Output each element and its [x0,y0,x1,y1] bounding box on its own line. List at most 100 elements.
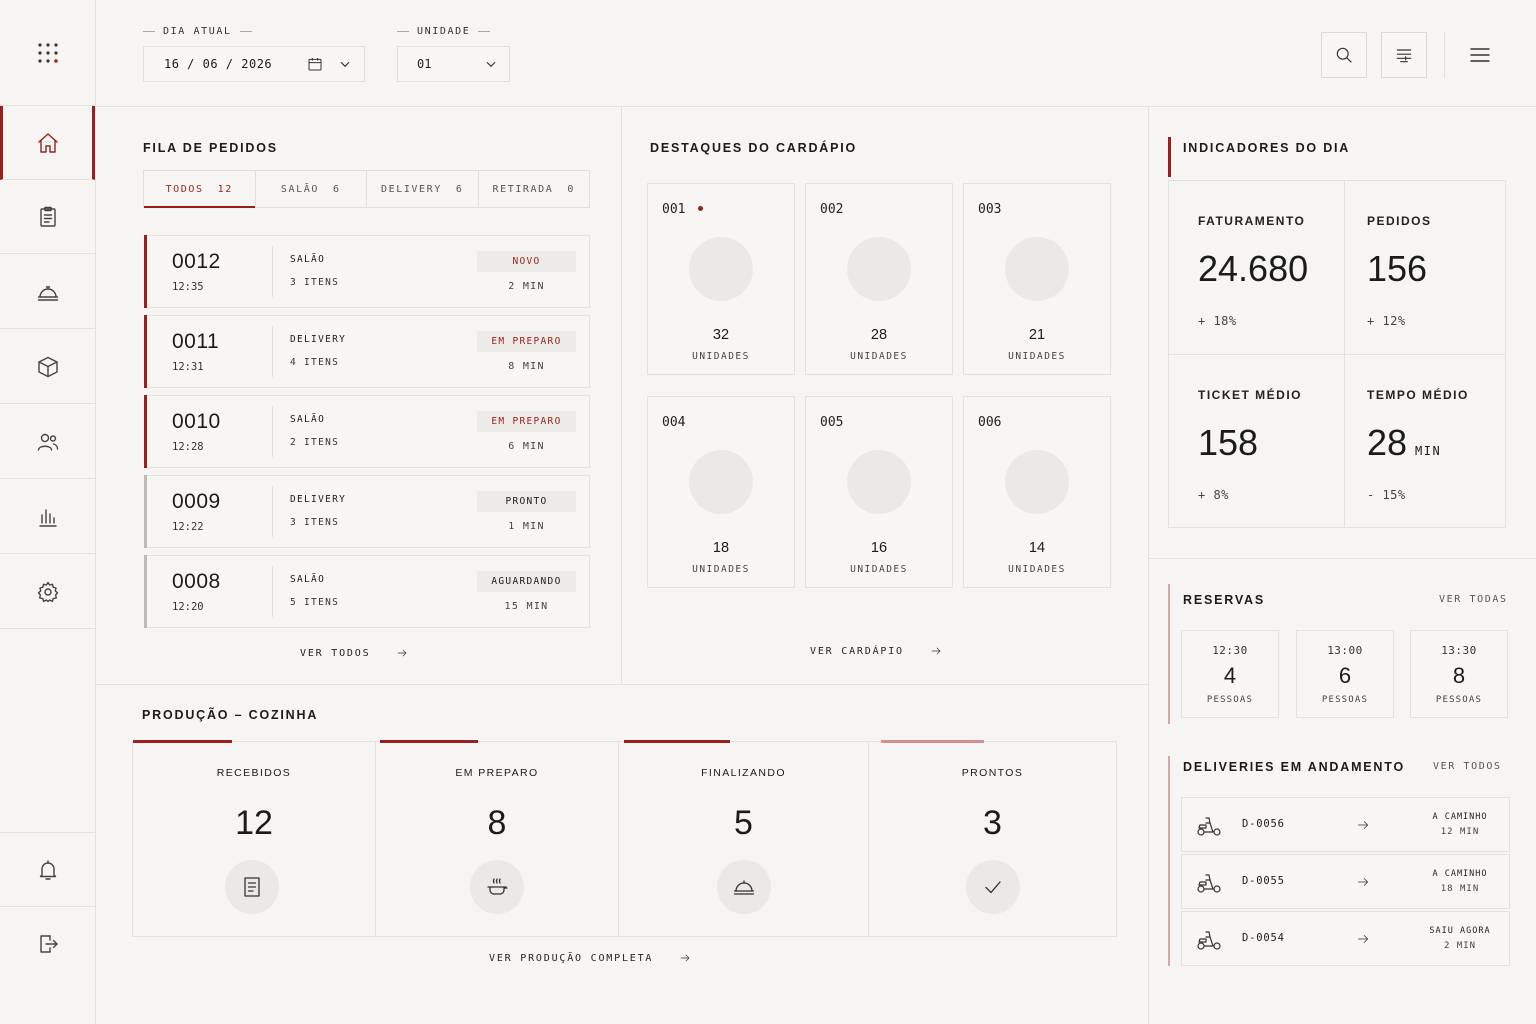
order-card[interactable]: 0012 12:35 SALÃO 3 ITENS NOVO 2 MIN [144,235,590,308]
sidebar-item-customers[interactable] [0,405,95,479]
stage-received[interactable]: RECEBIDOS 12 [133,740,376,936]
reservation-count: 4 [1223,663,1237,688]
stage-ready[interactable]: PRONTOS 3 [869,740,1116,936]
tab-retirada[interactable]: RETIRADA 0 [479,171,590,207]
sidebar-item-inventory[interactable] [0,330,95,404]
dish-image-placeholder [1005,237,1069,301]
dish-quantity: 21 [1028,327,1046,343]
stage-value: 5 [734,804,753,842]
dish-card[interactable]: 004 18 UNIDADES [647,396,795,588]
cooking-pot-icon [487,878,508,895]
calendar-icon[interactable] [307,56,323,72]
order-time: 12:22 [172,521,204,533]
sidebar-item-orders[interactable] [0,180,95,254]
clipboard-icon [39,206,56,227]
sidebar-item-home[interactable] [0,106,95,180]
filter-button[interactable] [1381,32,1427,78]
sidebar-item-settings[interactable] [0,555,95,629]
reservations-title: RESERVAS [1183,593,1266,607]
dish-code: 006 [978,415,1002,430]
indicators-title: INDICADORES DO DIA [1183,141,1351,155]
see-menu-link[interactable]: VER CARDÁPIO [810,645,942,657]
order-card[interactable]: 0010 12:28 SALÃO 2 ITENS EM PREPARO 6 MI… [144,395,590,468]
see-all-reservations-link[interactable]: VER TODAS [1439,594,1508,605]
dish-card[interactable]: 005 16 UNIDADES [805,396,953,588]
dish-image-placeholder [847,237,911,301]
reservation-card[interactable]: 12:30 4 PESSOAS [1181,630,1279,718]
sidebar-item-notifications[interactable] [0,833,95,907]
order-items: 3 ITENS [290,517,340,528]
stage-value: 12 [235,804,273,842]
reservation-time: 13:00 [1327,644,1363,657]
sidebar-item-logout[interactable] [0,907,95,981]
order-elapsed: 6 MIN [508,441,545,452]
reservation-card[interactable]: 13:00 6 PESSOAS [1296,630,1394,718]
dish-quantity: 18 [712,540,730,556]
dish-card[interactable]: 001 32 UNIDADES [647,183,795,375]
chevron-down-icon[interactable] [338,57,352,71]
sidebar-item-reports[interactable] [0,480,95,554]
order-time: 12:28 [172,441,204,453]
dish-code: 002 [820,202,844,217]
stage-label: EM PREPARO [455,767,539,779]
tab-todos[interactable]: TODOS 12 [144,171,256,208]
unit-label-group: UNIDADE [397,26,498,37]
order-card[interactable]: 0011 12:31 DELIVERY 4 ITENS EM PREPARO 8… [144,315,590,388]
stage-preparing[interactable]: EM PREPARO 8 [376,740,619,936]
deliveries-title: DELIVERIES EM ANDAMENTO [1183,760,1405,774]
stage-label: RECEBIDOS [216,767,292,779]
order-items: 2 ITENS [290,437,340,448]
dish-quantity: 28 [870,327,888,343]
tab-salao[interactable]: SALÃO 6 [256,171,367,207]
order-type: SALÃO [290,254,326,265]
scooter-icon [1197,874,1221,893]
see-all-deliveries-link[interactable]: VER TODOS [1433,761,1502,772]
stage-icon-wrap [717,860,771,914]
stage-label: FINALIZANDO [701,767,786,779]
date-picker[interactable]: 16 / 06 / 2026 [143,46,365,82]
unit-value: 01 [417,57,432,71]
delivery-row[interactable]: D-0056 A CAMINHO 12 MIN [1181,797,1510,852]
see-full-production-link[interactable]: VER PRODUÇÃO COMPLETA [489,952,691,964]
chevron-down-icon[interactable] [484,57,498,71]
logout-icon [39,935,58,953]
arrow-right-icon [1357,935,1369,943]
stage-value: 8 [487,804,507,842]
link-label: VER CARDÁPIO [810,645,904,657]
dish-code: 004 [662,415,686,430]
indicator-label: PEDIDOS [1367,214,1432,228]
delivery-status: SAIU AGORA [1429,926,1491,936]
link-label: VER PRODUÇÃO COMPLETA [489,952,654,964]
app-grid-icon [37,42,58,63]
arrow-right-icon [1357,878,1369,886]
order-card[interactable]: 0009 12:22 DELIVERY 3 ITENS PRONTO 1 MIN [144,475,590,548]
queue-title: FILA DE PEDIDOS [143,141,278,155]
date-label: DIA ATUAL [163,26,232,37]
stage-finishing[interactable]: FINALIZANDO 5 [619,740,869,936]
tab-label: DELIVERY [380,183,442,195]
order-card[interactable]: 0008 12:20 SALÃO 5 ITENS AGUARDANDO 15 M… [144,555,590,628]
menu-button[interactable] [1461,36,1499,74]
delivery-id: D-0055 [1242,875,1285,887]
order-elapsed: 15 MIN [504,601,549,612]
reservation-card[interactable]: 13:30 8 PESSOAS [1410,630,1508,718]
delivery-row[interactable]: D-0054 SAIU AGORA 2 MIN [1181,911,1510,966]
tab-count: 0 [567,183,576,195]
sidebar-item-service[interactable] [0,255,95,329]
tab-label: SALÃO [280,183,319,195]
reservation-label: PESSOAS [1435,695,1483,705]
search-button[interactable] [1321,32,1367,78]
see-all-orders-link[interactable]: VER TODOS [300,647,408,659]
delivery-id: D-0054 [1242,932,1285,944]
app-grid-button[interactable] [0,0,95,106]
unit-select[interactable]: 01 [397,46,510,82]
tab-delivery[interactable]: DELIVERY 6 [367,171,479,207]
indicator-ticket: TICKET MÉDIO 158 + 8% [1169,355,1338,529]
dish-card[interactable]: 006 14 UNIDADES [963,396,1111,588]
indicator-delta: + 18% [1198,314,1237,328]
delivery-row[interactable]: D-0055 A CAMINHO 18 MIN [1181,854,1510,909]
status-badge: EM PREPARO [477,411,576,432]
tab-count: 6 [455,183,464,195]
dish-card[interactable]: 003 21 UNIDADES [963,183,1111,375]
dish-card[interactable]: 002 28 UNIDADES [805,183,953,375]
